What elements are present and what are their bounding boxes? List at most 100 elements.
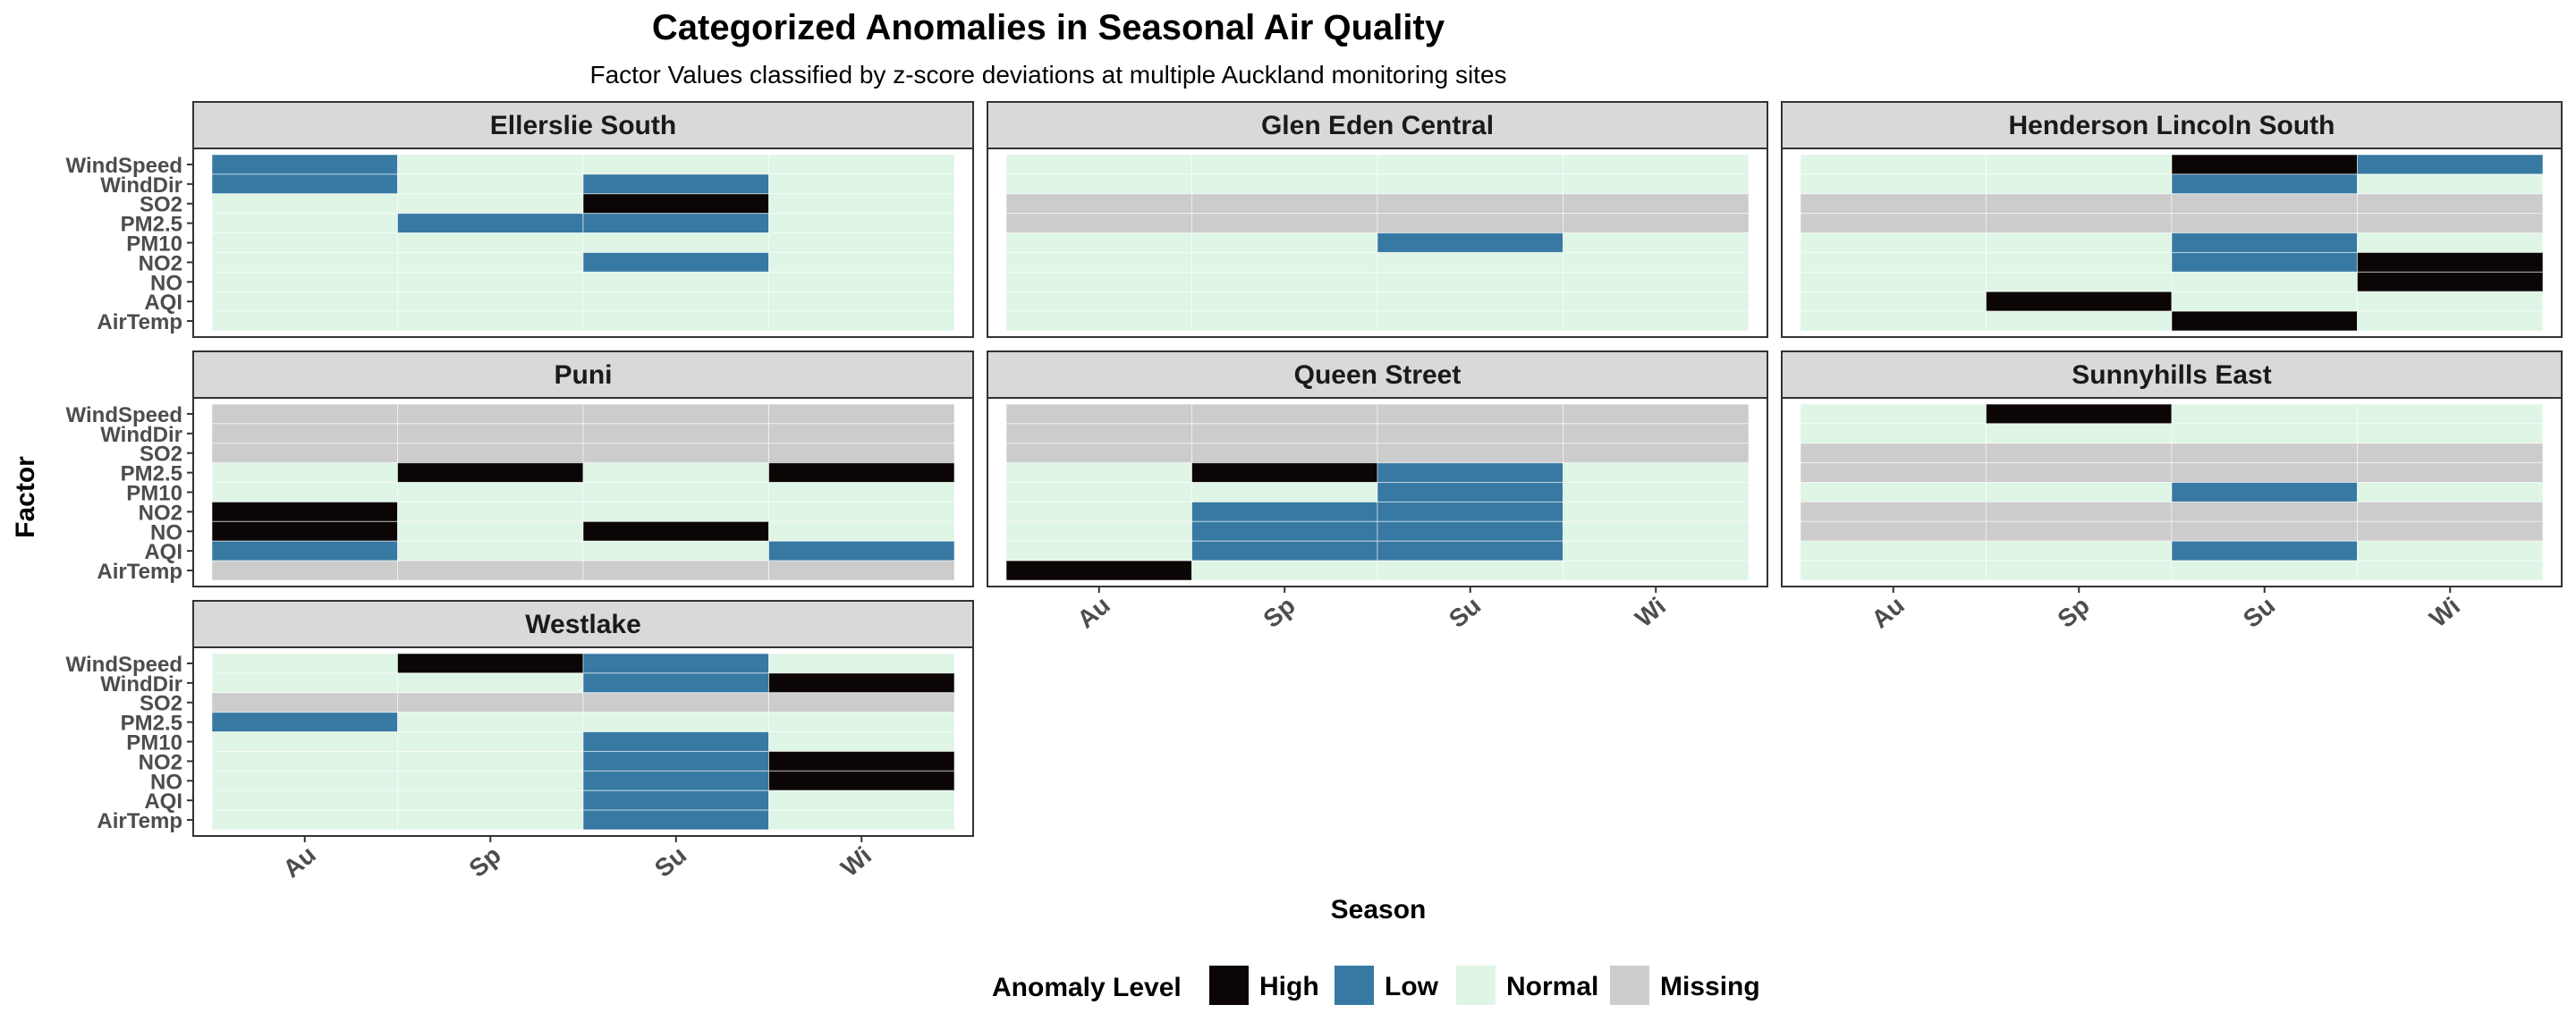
tile-westlake-no2-sp [397, 750, 584, 772]
tile-sunnyhills-east-aqi-sp [1986, 540, 2173, 561]
tile-puni-winddir-sp [397, 423, 584, 444]
tile-westlake-windspeed-su [582, 653, 769, 674]
tile-sunnyhills-east-winddir-sp [1986, 423, 2173, 444]
tile-westlake-pm2-5-sp [397, 712, 584, 733]
tile-ellerslie-south-pm2-5-wi [768, 213, 955, 234]
y-tick-label-puni-pm10: PM10 [126, 482, 182, 506]
tile-ellerslie-south-winddir-su [582, 173, 769, 195]
tile-puni-airtemp-au [211, 560, 398, 581]
y-tick-label-westlake-no2: NO2 [139, 750, 182, 774]
tile-puni-pm10-au [211, 482, 398, 502]
panel-henderson-lincoln-south: Henderson Lincoln South [1781, 101, 2563, 338]
tile-sunnyhills-east-pm2-5-sp [1986, 462, 2173, 484]
tile-henderson-lincoln-south-no2-sp [1986, 251, 2173, 273]
tile-ellerslie-south-windspeed-su [582, 154, 769, 175]
y-axis-label: Factor [11, 456, 40, 538]
tile-sunnyhills-east-windspeed-wi [2357, 403, 2544, 425]
tile-sunnyhills-east-no2-sp [1986, 501, 2173, 522]
tile-glen-eden-central-aqi-au [1005, 291, 1192, 312]
tile-sunnyhills-east-no2-au [1800, 501, 1987, 522]
tile-queen-street-pm2-5-sp [1191, 462, 1378, 484]
tile-henderson-lincoln-south-no-sp [1986, 271, 2173, 292]
tile-queen-street-no-wi [1563, 520, 1750, 542]
tile-westlake-airtemp-su [582, 809, 769, 831]
tile-queen-street-pm10-su [1377, 482, 1563, 502]
y-tick-label-ellerslie-south-windspeed: WindSpeed [66, 154, 182, 178]
tile-sunnyhills-east-no-au [1800, 520, 1987, 542]
tile-puni-pm2-5-sp [397, 462, 584, 484]
tile-henderson-lincoln-south-winddir-su [2171, 173, 2358, 195]
tile-westlake-pm2-5-su [582, 712, 769, 733]
tile-westlake-winddir-wi [768, 672, 955, 694]
tile-henderson-lincoln-south-pm10-au [1800, 232, 1987, 253]
tile-puni-windspeed-su [582, 403, 769, 425]
tile-ellerslie-south-so2-sp [397, 193, 584, 215]
tile-westlake-aqi-sp [397, 789, 584, 811]
tile-henderson-lincoln-south-pm10-sp [1986, 232, 2173, 253]
tile-henderson-lincoln-south-pm2-5-au [1800, 213, 1987, 234]
tile-ellerslie-south-pm10-au [211, 232, 398, 253]
tile-glen-eden-central-pm10-wi [1563, 232, 1750, 253]
tile-puni-airtemp-wi [768, 560, 955, 581]
tile-glen-eden-central-pm2-5-au [1005, 213, 1192, 234]
tile-puni-so2-su [582, 443, 769, 464]
tile-henderson-lincoln-south-airtemp-au [1800, 310, 1987, 332]
tile-glen-eden-central-so2-au [1005, 193, 1192, 215]
tile-henderson-lincoln-south-pm2-5-wi [2357, 213, 2544, 234]
tile-ellerslie-south-no2-su [582, 251, 769, 273]
y-tick-label-ellerslie-south-pm10: PM10 [126, 232, 182, 257]
tile-sunnyhills-east-pm2-5-au [1800, 462, 1987, 484]
tile-queen-street-no-au [1005, 520, 1192, 542]
tile-queen-street-windspeed-wi [1563, 403, 1750, 425]
facet-panels: Ellerslie SouthWindSpeedWindDirSO2PM2.5P… [66, 101, 2563, 883]
y-tick-label-westlake-pm10: PM10 [126, 731, 182, 756]
legend-label-missing: Missing [1660, 972, 1760, 1001]
tile-westlake-no2-wi [768, 750, 955, 772]
tile-queen-street-aqi-sp [1191, 540, 1378, 561]
tile-glen-eden-central-windspeed-au [1005, 154, 1192, 175]
tile-henderson-lincoln-south-no2-wi [2357, 251, 2544, 273]
tile-henderson-lincoln-south-so2-au [1800, 193, 1987, 215]
tile-ellerslie-south-winddir-au [211, 173, 398, 195]
tile-puni-aqi-au [211, 540, 398, 561]
strip-queen-street [987, 350, 1768, 399]
tile-henderson-lincoln-south-airtemp-wi [2357, 310, 2544, 332]
tile-glen-eden-central-airtemp-sp [1191, 310, 1378, 332]
chart-subtitle: Factor Values classified by z-score devi… [589, 61, 1506, 89]
legend-label-low: Low [1385, 972, 1439, 1001]
tile-queen-street-no2-wi [1563, 501, 1750, 522]
strip-ellerslie-south [192, 101, 974, 149]
tile-westlake-so2-au [211, 692, 398, 713]
tile-queen-street-airtemp-au [1005, 560, 1192, 581]
tile-westlake-windspeed-au [211, 653, 398, 674]
tile-sunnyhills-east-aqi-wi [2357, 540, 2544, 561]
tile-ellerslie-south-so2-au [211, 193, 398, 215]
tile-ellerslie-south-pm2-5-su [582, 213, 769, 234]
y-tick-label-puni-winddir: WindDir [100, 423, 182, 447]
tile-ellerslie-south-pm10-sp [397, 232, 584, 253]
tile-sunnyhills-east-pm10-au [1800, 482, 1987, 502]
legend-key-missing [1610, 966, 1649, 1005]
legend-label-high: High [1259, 972, 1319, 1001]
tile-ellerslie-south-aqi-wi [768, 291, 955, 312]
y-tick-label-westlake-windspeed: WindSpeed [66, 653, 182, 677]
tile-puni-pm2-5-su [582, 462, 769, 484]
tile-ellerslie-south-aqi-sp [397, 291, 584, 312]
tile-henderson-lincoln-south-no-su [2171, 271, 2358, 292]
tile-henderson-lincoln-south-aqi-su [2171, 291, 2358, 312]
tile-westlake-pm10-sp [397, 731, 584, 752]
tile-ellerslie-south-windspeed-au [211, 154, 398, 175]
tile-ellerslie-south-no-su [582, 271, 769, 292]
tile-henderson-lincoln-south-windspeed-wi [2357, 154, 2544, 175]
tile-puni-winddir-au [211, 423, 398, 444]
tile-ellerslie-south-no2-au [211, 251, 398, 273]
tile-ellerslie-south-pm2-5-au [211, 213, 398, 234]
panel-ellerslie-south: Ellerslie South WindSpeedWindDirSO2PM2.5P… [66, 101, 974, 338]
tile-henderson-lincoln-south-pm2-5-su [2171, 213, 2358, 234]
tile-sunnyhills-east-airtemp-wi [2357, 560, 2544, 581]
y-tick-label-ellerslie-south-winddir: WindDir [100, 173, 182, 198]
tile-sunnyhills-east-no2-su [2171, 501, 2358, 522]
panel-border-henderson-lincoln-south [1781, 148, 2563, 338]
